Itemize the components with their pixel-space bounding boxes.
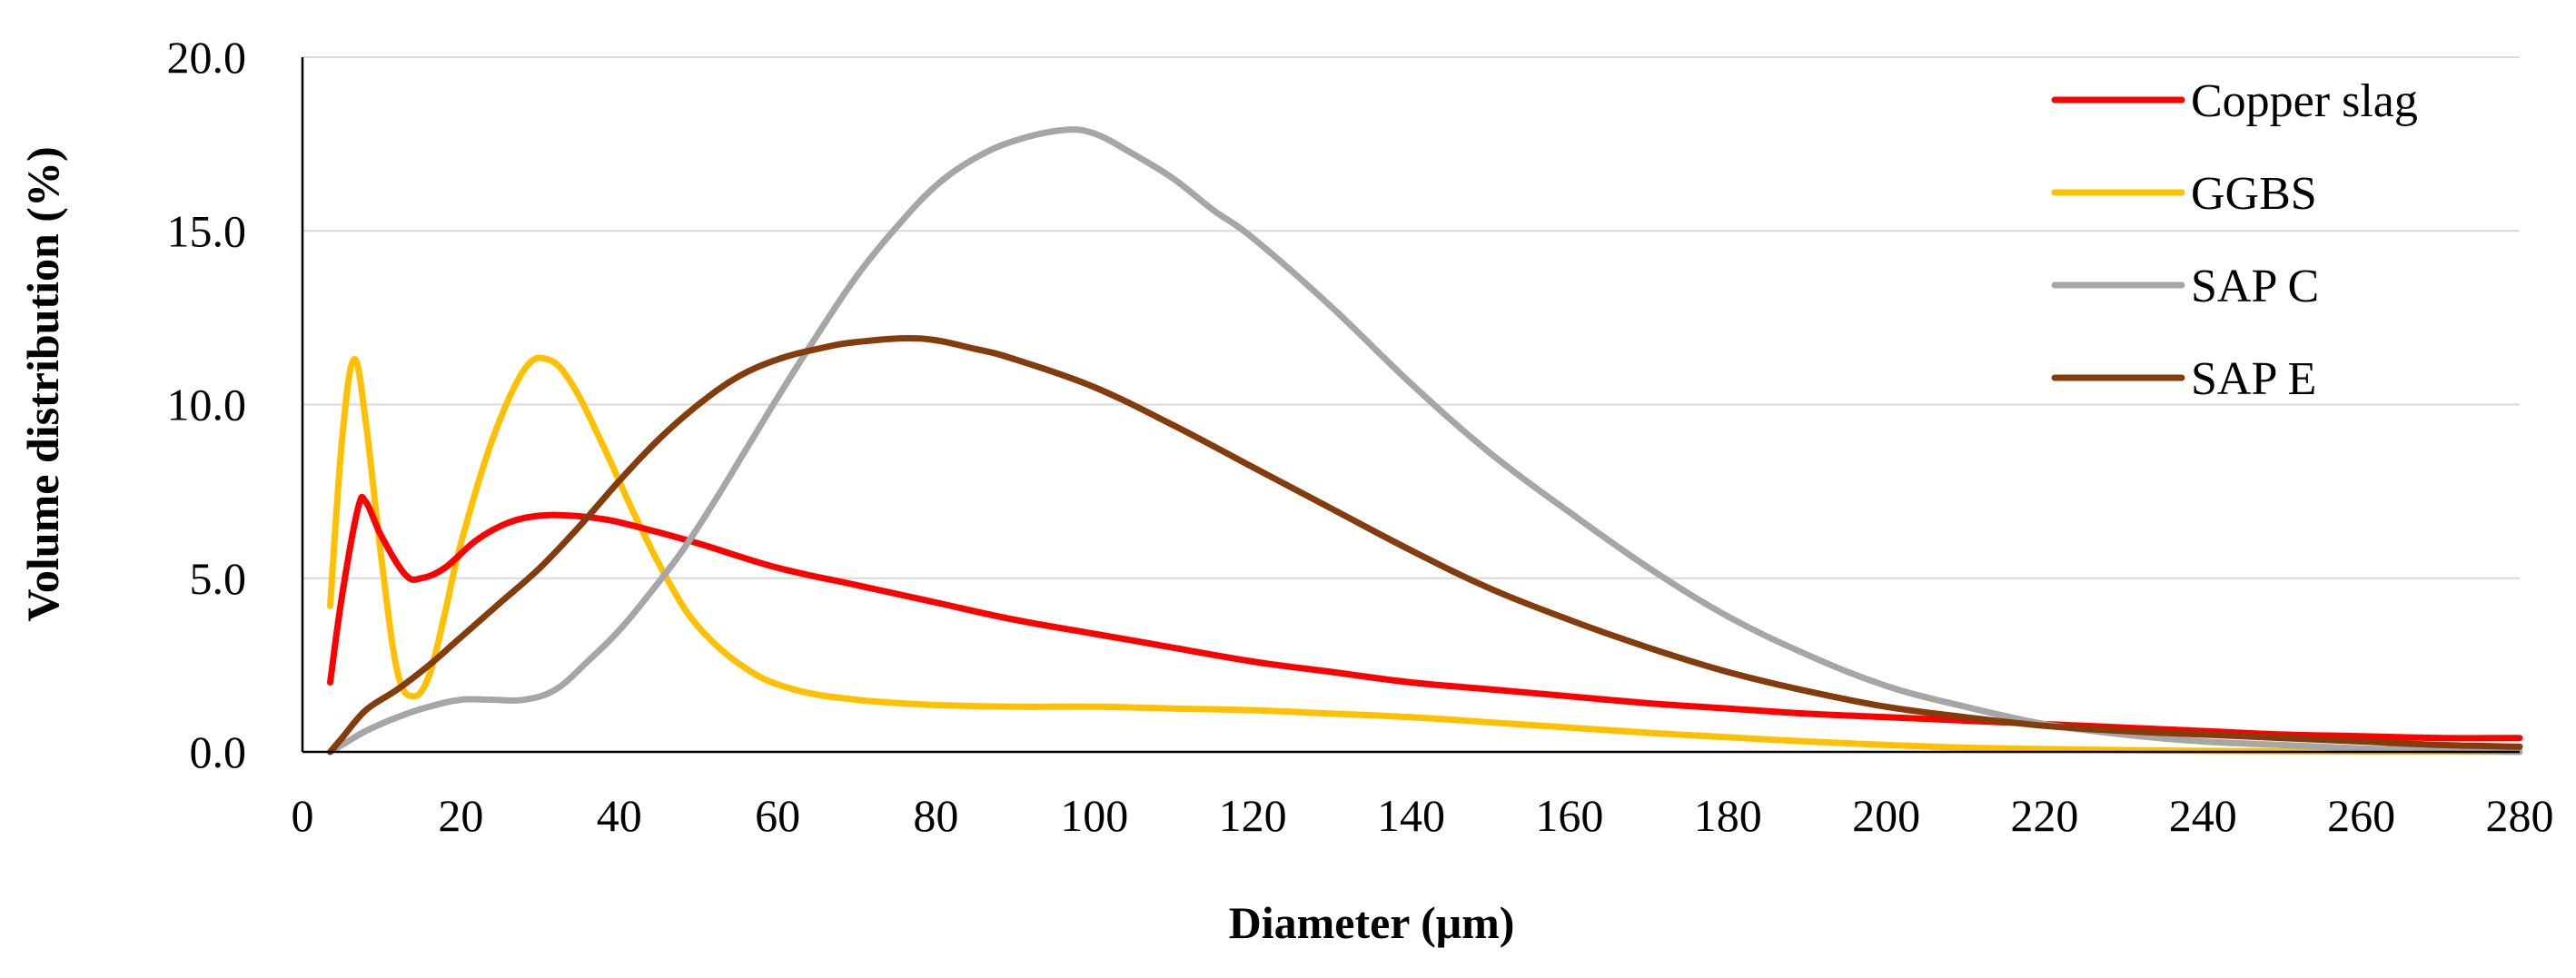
legend-label-sap-c: SAP C xyxy=(2191,261,2319,312)
x-tick-label: 200 xyxy=(1852,790,1920,841)
x-tick-label: 40 xyxy=(597,790,642,841)
x-tick-label: 120 xyxy=(1219,790,1287,841)
y-tick-label: 5.0 xyxy=(190,553,247,604)
y-tick-labels: 0.0 5.0 10.0 15.0 20.0 xyxy=(167,32,247,777)
x-tick-label: 20 xyxy=(438,790,483,841)
x-tick-label: 160 xyxy=(1535,790,1603,841)
series-line-ggbs xyxy=(327,354,2523,756)
x-tick-label: 60 xyxy=(755,790,800,841)
x-tick-labels: 0 20 40 60 80 100 120 140 160 180 200 220 240 260 280 xyxy=(292,790,2554,841)
x-tick-label: 180 xyxy=(1694,790,1762,841)
x-tick-label: 220 xyxy=(2010,790,2078,841)
x-tick-label: 0 xyxy=(292,790,314,841)
y-tick-label: 10.0 xyxy=(167,380,247,430)
series-line-sap-c xyxy=(327,126,2523,756)
y-tick-label: 20.0 xyxy=(167,32,247,83)
legend-label-ggbs: GGBS xyxy=(2191,168,2317,220)
y-tick-label: 0.0 xyxy=(190,726,247,777)
y-axis-title: Volume distribution (%) xyxy=(17,146,68,621)
x-tick-label: 100 xyxy=(1060,790,1128,841)
series-line-copper-slag xyxy=(327,493,2523,742)
legend: Copper slag GGBS SAP C SAP E xyxy=(2051,75,2418,405)
x-tick-label: 140 xyxy=(1377,790,1445,841)
legend-label-sap-e: SAP E xyxy=(2191,353,2316,405)
y-tick-label: 15.0 xyxy=(167,205,247,256)
series-lines xyxy=(327,126,2523,756)
x-tick-label: 240 xyxy=(2169,790,2237,841)
legend-label-copper-slag: Copper slag xyxy=(2191,75,2418,127)
axes xyxy=(301,57,2520,754)
x-axis-title: Diameter (μm) xyxy=(1229,897,1515,948)
series-line-sap-e xyxy=(327,334,2523,756)
x-tick-label: 280 xyxy=(2486,790,2554,841)
gridlines xyxy=(302,56,2520,579)
x-tick-label: 80 xyxy=(913,790,958,841)
x-tick-label: 260 xyxy=(2327,790,2395,841)
